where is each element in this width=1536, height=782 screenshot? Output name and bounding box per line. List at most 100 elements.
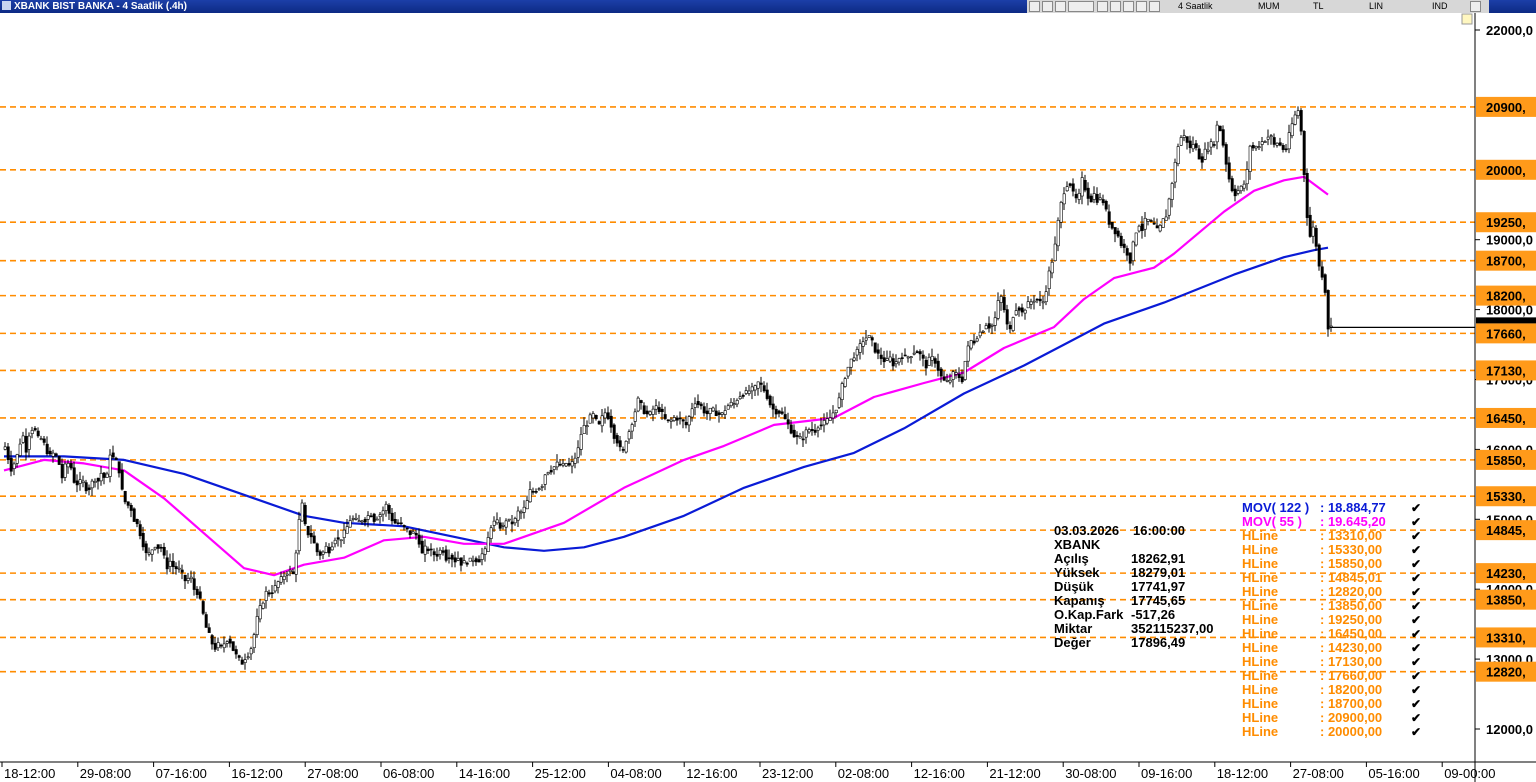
- info-value: 18262,91: [1131, 551, 1185, 566]
- scale-selector[interactable]: LIN: [1369, 1, 1384, 11]
- candle-body: [1026, 301, 1030, 309]
- candle-body: [711, 407, 715, 412]
- candle-body: [375, 518, 379, 521]
- legend-visible-checkmark[interactable]: ✔: [1411, 585, 1421, 599]
- toolbar-button-4[interactable]: [1068, 1, 1094, 12]
- candle-body: [1092, 193, 1096, 200]
- candle-body: [249, 648, 253, 655]
- candle-body: [1176, 146, 1180, 164]
- legend-name: HLine: [1242, 598, 1278, 613]
- candle-body: [918, 351, 922, 355]
- candle-body: [972, 340, 976, 344]
- toolbar-button-1[interactable]: [1029, 1, 1040, 12]
- legend-visible-checkmark[interactable]: ✔: [1411, 613, 1421, 627]
- candle-body: [822, 420, 826, 426]
- legend-visible-checkmark[interactable]: ✔: [1411, 571, 1421, 585]
- hline-label: 20900,: [1486, 100, 1526, 115]
- candle-body: [612, 424, 616, 439]
- x-tick-label: 30-08:00: [1065, 766, 1116, 781]
- legend-visible-checkmark[interactable]: ✔: [1411, 669, 1421, 683]
- candles-layer: [3, 106, 1475, 670]
- legend-visible-checkmark[interactable]: ✔: [1411, 627, 1421, 641]
- legend-visible-checkmark[interactable]: ✔: [1411, 655, 1421, 669]
- candle-body: [1131, 241, 1135, 261]
- interval-selector[interactable]: 4 Saatlik: [1178, 1, 1213, 11]
- candle-body: [504, 520, 508, 528]
- hline-label-bg: [1476, 212, 1536, 233]
- legend-visible-checkmark[interactable]: ✔: [1411, 711, 1421, 725]
- candle-body: [993, 317, 997, 326]
- candle-body: [63, 463, 67, 478]
- legend-visible-checkmark[interactable]: ✔: [1411, 599, 1421, 613]
- candle-body: [1023, 309, 1027, 314]
- candle-body: [570, 461, 574, 467]
- indicator-selector[interactable]: IND: [1432, 1, 1448, 11]
- candle-body: [633, 411, 637, 422]
- candle-body: [108, 454, 112, 477]
- candle-body: [294, 552, 298, 575]
- up-arrow-icon[interactable]: [1470, 1, 1481, 12]
- candle-body: [1041, 301, 1045, 304]
- candle-body: [1203, 148, 1207, 160]
- candle-body: [732, 403, 736, 405]
- candle-body: [363, 518, 367, 523]
- candle-body: [195, 588, 199, 595]
- legend-visible-checkmark[interactable]: ✔: [1411, 557, 1421, 571]
- x-tick-label: 27-08:00: [307, 766, 358, 781]
- toolbar-button-9[interactable]: [1149, 1, 1160, 12]
- candle-body: [1293, 114, 1297, 125]
- candle-body: [639, 400, 643, 404]
- pencil-icon[interactable]: [1123, 1, 1134, 12]
- candle-body: [807, 429, 811, 433]
- candle-body: [303, 505, 307, 525]
- candle-body: [681, 419, 685, 422]
- candle-body: [1326, 290, 1330, 330]
- candle-body: [1077, 193, 1081, 200]
- candle-body: [564, 463, 568, 467]
- legend-visible-checkmark[interactable]: ✔: [1411, 501, 1421, 515]
- candle-body: [921, 354, 925, 359]
- candle-body: [465, 562, 469, 565]
- candle-body: [585, 425, 589, 428]
- candle-body: [393, 518, 397, 524]
- hline-label: 18700,: [1486, 254, 1526, 269]
- candle-body: [354, 517, 358, 520]
- legend-visible-checkmark[interactable]: ✔: [1411, 725, 1421, 739]
- legend-visible-checkmark[interactable]: ✔: [1411, 641, 1421, 655]
- legend-name: HLine: [1242, 556, 1278, 571]
- hline-label: 16450,: [1486, 411, 1526, 426]
- candle-body: [582, 425, 586, 434]
- x-tick-label: 18-12:00: [1217, 766, 1268, 781]
- legend-visible-checkmark[interactable]: ✔: [1411, 697, 1421, 711]
- currency-selector[interactable]: TL: [1313, 1, 1324, 11]
- candle-body: [1137, 225, 1141, 232]
- candle-body: [168, 560, 172, 567]
- candle-body: [186, 578, 190, 581]
- toolbar-button-6[interactable]: [1110, 1, 1121, 12]
- legend-visible-checkmark[interactable]: ✔: [1411, 683, 1421, 697]
- candle-body: [561, 463, 565, 466]
- candle-body: [378, 514, 382, 517]
- legend-visible-checkmark[interactable]: ✔: [1411, 543, 1421, 557]
- legend-value: : 20000,00: [1320, 724, 1382, 739]
- candle-body: [327, 546, 331, 554]
- candle-body: [609, 415, 613, 428]
- price-chart[interactable]: 22000,019000,018000,017000,016000,015000…: [0, 13, 1536, 782]
- lock-icon[interactable]: [1461, 13, 1473, 25]
- candle-body: [324, 545, 328, 553]
- candle-body: [630, 424, 634, 432]
- candle-body: [624, 440, 628, 453]
- toolbar-button-8[interactable]: [1136, 1, 1147, 12]
- toolbar-button-5[interactable]: [1097, 1, 1108, 12]
- legend-visible-checkmark[interactable]: ✔: [1411, 515, 1421, 529]
- window-title-text: XBANK BIST BANKA - 4 Saatlik (.4h): [14, 1, 187, 12]
- toolbar-button-2[interactable]: [1042, 1, 1053, 12]
- legend-visible-checkmark[interactable]: ✔: [1411, 529, 1421, 543]
- legend-value: : 20900,00: [1320, 710, 1382, 725]
- candle-body: [900, 357, 904, 359]
- candle-body: [1185, 136, 1189, 143]
- candle-body: [54, 453, 58, 456]
- chart-type-selector[interactable]: MUM: [1258, 1, 1280, 11]
- candle-body: [1170, 183, 1174, 200]
- toolbar-button-3[interactable]: [1055, 1, 1066, 12]
